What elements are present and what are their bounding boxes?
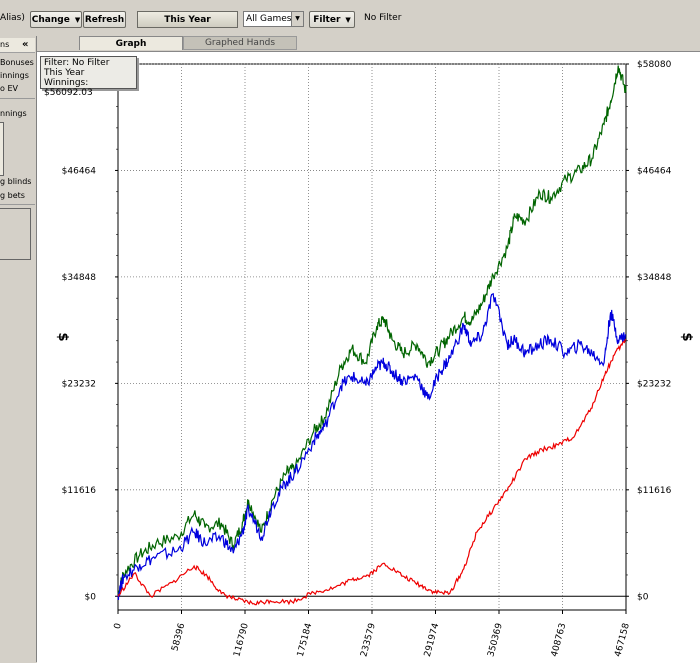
dropdown-arrow-icon: ▼ (345, 15, 351, 24)
x-tick-label: 291974 (423, 622, 442, 658)
divider (0, 98, 35, 99)
y-tick-label: $0 (637, 592, 649, 602)
sidebar-item[interactable]: g bets (0, 191, 25, 200)
y-tick-label: $46464 (62, 166, 97, 176)
change-button[interactable]: Change ▼ (30, 11, 82, 28)
games-select[interactable]: All Games ▼ (243, 11, 304, 27)
y-tick-label: $23232 (62, 379, 96, 389)
sidebar-panel (0, 208, 31, 260)
y-tick-label: $46464 (637, 166, 672, 176)
x-tick-label: 233579 (359, 622, 378, 658)
winnings-chart: $0 $0 $11616 $11616 $23232 $23232 $34848 $34848… (55, 60, 694, 658)
dropdown-arrow-icon: ▼ (74, 15, 81, 24)
toolbar: Alias) Change ▼ Refresh This Year All Gam… (0, 0, 700, 37)
sidebar-panel (0, 122, 4, 176)
x-tick-label: 0 (113, 622, 124, 630)
y-axis-title-right: $ (679, 332, 694, 341)
collapse-icon[interactable]: « (22, 39, 29, 50)
filter-button[interactable]: Filter ▼ (309, 11, 355, 28)
divider (0, 204, 35, 205)
tab-graph[interactable]: Graph (79, 36, 183, 50)
y-tick-label: $34848 (637, 273, 672, 283)
x-tick-label: 116790 (232, 622, 251, 658)
refresh-button[interactable]: Refresh (83, 11, 126, 28)
y-tick-label: $11616 (637, 486, 672, 496)
info-winnings: Winnings: $56092.03 (44, 78, 93, 98)
tab-strip: Graph Graphed Hands (37, 36, 700, 52)
sidebar-item[interactable]: o EV (0, 84, 18, 93)
y-tick-label: $11616 (62, 486, 97, 496)
chevron-down-icon[interactable]: ▼ (291, 12, 303, 26)
y-tick-label: $0 (85, 592, 97, 602)
y-tick-label: $58080 (637, 60, 672, 70)
sidebar-item[interactable]: Bonuses (0, 58, 34, 67)
series-line (117, 65, 627, 595)
tab-graphed-hands[interactable]: Graphed Hands (183, 36, 297, 50)
y-tick-label: $23232 (637, 379, 671, 389)
y-axis-title: $ (55, 332, 70, 341)
y-tick-label: $34848 (62, 273, 97, 283)
sidebar-title: ns (0, 40, 10, 49)
info-box: Filter: No Filter This Year Winnings: $5… (40, 56, 137, 98)
x-tick-label: 175184 (296, 622, 315, 658)
series-line (117, 339, 627, 606)
filter-status: No Filter (364, 13, 402, 23)
chart-area: $0 $0 $11616 $11616 $23232 $23232 $34848 $34848… (37, 51, 700, 663)
sidebar: ns « Bonuses innings o EV nnings g blind… (0, 36, 37, 662)
x-tick-label: 58396 (170, 622, 187, 653)
info-filter: Filter: No Filter (44, 58, 110, 68)
player-alias-label: Alias) (0, 13, 25, 23)
sidebar-item[interactable]: innings (0, 71, 29, 80)
x-tick-label: 467158 (613, 622, 632, 658)
sidebar-item[interactable]: nnings (0, 109, 27, 118)
sidebar-header: ns « (0, 38, 35, 53)
date-range-button[interactable]: This Year (137, 11, 238, 28)
series-line (117, 292, 627, 601)
x-tick-label: 350369 (486, 622, 505, 658)
sidebar-item[interactable]: g blinds (0, 177, 32, 186)
x-tick-label: 408763 (550, 622, 569, 658)
info-period: This Year (44, 68, 85, 78)
